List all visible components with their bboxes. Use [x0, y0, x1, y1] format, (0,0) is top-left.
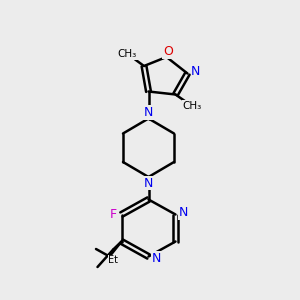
Text: N: N	[151, 251, 161, 265]
Text: N: N	[144, 106, 153, 119]
Text: O: O	[163, 45, 173, 58]
Text: F: F	[110, 208, 117, 221]
Text: N: N	[191, 65, 201, 79]
Text: N: N	[144, 176, 153, 190]
Text: CH₃: CH₃	[182, 101, 202, 111]
Text: CH₃: CH₃	[118, 49, 137, 59]
Text: Et: Et	[108, 255, 118, 265]
Text: N: N	[178, 206, 188, 220]
